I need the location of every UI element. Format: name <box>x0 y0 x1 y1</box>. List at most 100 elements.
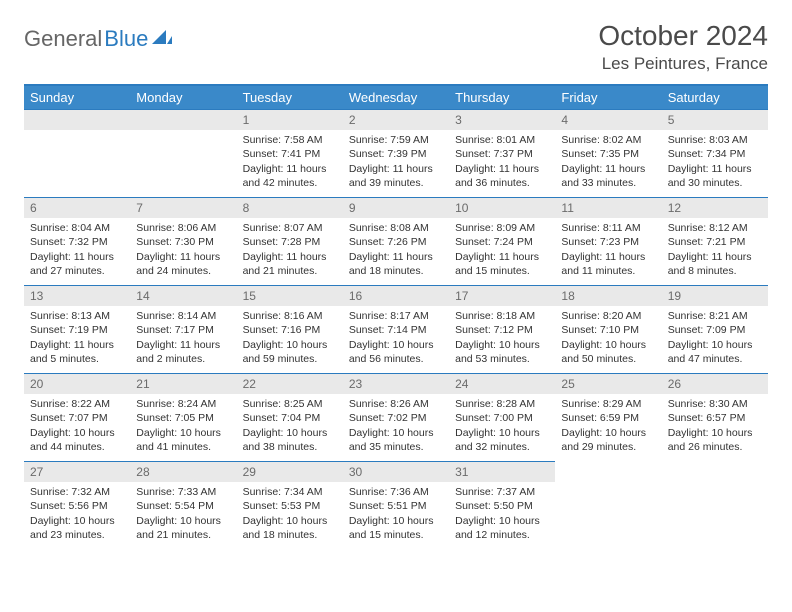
daylight-line: Daylight: 11 hours and 33 minutes. <box>561 162 655 190</box>
day-details: Sunrise: 7:59 AMSunset: 7:39 PMDaylight:… <box>343 130 449 196</box>
day-number: 13 <box>24 285 130 306</box>
sunrise-line: Sunrise: 8:09 AM <box>455 221 549 235</box>
calendar-cell: 20Sunrise: 8:22 AMSunset: 7:07 PMDayligh… <box>24 373 130 461</box>
day-number: 25 <box>555 373 661 394</box>
sunrise-line: Sunrise: 8:12 AM <box>668 221 762 235</box>
day-details: Sunrise: 7:33 AMSunset: 5:54 PMDaylight:… <box>130 482 236 548</box>
day-number: 9 <box>343 197 449 218</box>
sunrise-line: Sunrise: 8:17 AM <box>349 309 443 323</box>
daylight-line: Daylight: 11 hours and 36 minutes. <box>455 162 549 190</box>
day-details: Sunrise: 8:14 AMSunset: 7:17 PMDaylight:… <box>130 306 236 372</box>
sunrise-line: Sunrise: 8:16 AM <box>243 309 337 323</box>
day-details: Sunrise: 8:21 AMSunset: 7:09 PMDaylight:… <box>662 306 768 372</box>
calendar-cell <box>130 109 236 197</box>
day-details: Sunrise: 8:02 AMSunset: 7:35 PMDaylight:… <box>555 130 661 196</box>
calendar-week-row: 27Sunrise: 7:32 AMSunset: 5:56 PMDayligh… <box>24 461 768 549</box>
calendar-cell: 8Sunrise: 8:07 AMSunset: 7:28 PMDaylight… <box>237 197 343 285</box>
sunrise-line: Sunrise: 8:03 AM <box>668 133 762 147</box>
calendar-cell: 5Sunrise: 8:03 AMSunset: 7:34 PMDaylight… <box>662 109 768 197</box>
weekday-header: Monday <box>130 85 236 109</box>
daylight-line: Daylight: 11 hours and 30 minutes. <box>668 162 762 190</box>
calendar-cell: 13Sunrise: 8:13 AMSunset: 7:19 PMDayligh… <box>24 285 130 373</box>
day-number: 7 <box>130 197 236 218</box>
day-number: 22 <box>237 373 343 394</box>
day-details: Sunrise: 8:07 AMSunset: 7:28 PMDaylight:… <box>237 218 343 284</box>
daylight-line: Daylight: 10 hours and 32 minutes. <box>455 426 549 454</box>
calendar-cell: 18Sunrise: 8:20 AMSunset: 7:10 PMDayligh… <box>555 285 661 373</box>
sunrise-line: Sunrise: 8:08 AM <box>349 221 443 235</box>
daylight-line: Daylight: 10 hours and 44 minutes. <box>30 426 124 454</box>
sunset-line: Sunset: 5:56 PM <box>30 499 124 513</box>
day-number: 1 <box>237 109 343 130</box>
day-details: Sunrise: 8:30 AMSunset: 6:57 PMDaylight:… <box>662 394 768 460</box>
sunrise-line: Sunrise: 8:22 AM <box>30 397 124 411</box>
weekday-header: Wednesday <box>343 85 449 109</box>
daylight-line: Daylight: 11 hours and 39 minutes. <box>349 162 443 190</box>
calendar-cell: 26Sunrise: 8:30 AMSunset: 6:57 PMDayligh… <box>662 373 768 461</box>
daylight-line: Daylight: 11 hours and 2 minutes. <box>136 338 230 366</box>
day-details: Sunrise: 8:26 AMSunset: 7:02 PMDaylight:… <box>343 394 449 460</box>
daylight-line: Daylight: 10 hours and 12 minutes. <box>455 514 549 542</box>
sunrise-line: Sunrise: 7:58 AM <box>243 133 337 147</box>
daylight-line: Daylight: 11 hours and 24 minutes. <box>136 250 230 278</box>
sunset-line: Sunset: 7:05 PM <box>136 411 230 425</box>
sunrise-line: Sunrise: 8:29 AM <box>561 397 655 411</box>
sunset-line: Sunset: 7:23 PM <box>561 235 655 249</box>
day-number: 11 <box>555 197 661 218</box>
sunrise-line: Sunrise: 8:13 AM <box>30 309 124 323</box>
daylight-line: Daylight: 10 hours and 18 minutes. <box>243 514 337 542</box>
daylight-line: Daylight: 11 hours and 42 minutes. <box>243 162 337 190</box>
calendar-cell: 21Sunrise: 8:24 AMSunset: 7:05 PMDayligh… <box>130 373 236 461</box>
sunrise-line: Sunrise: 7:33 AM <box>136 485 230 499</box>
logo-word-blue: Blue <box>104 26 148 52</box>
day-number: 12 <box>662 197 768 218</box>
calendar-cell: 9Sunrise: 8:08 AMSunset: 7:26 PMDaylight… <box>343 197 449 285</box>
daylight-line: Daylight: 11 hours and 8 minutes. <box>668 250 762 278</box>
calendar-cell: 17Sunrise: 8:18 AMSunset: 7:12 PMDayligh… <box>449 285 555 373</box>
location-label: Les Peintures, France <box>598 54 768 74</box>
day-details: Sunrise: 8:06 AMSunset: 7:30 PMDaylight:… <box>130 218 236 284</box>
daylight-line: Daylight: 11 hours and 5 minutes. <box>30 338 124 366</box>
day-number: 26 <box>662 373 768 394</box>
daylight-line: Daylight: 10 hours and 15 minutes. <box>349 514 443 542</box>
calendar-cell: 6Sunrise: 8:04 AMSunset: 7:32 PMDaylight… <box>24 197 130 285</box>
sunrise-line: Sunrise: 7:37 AM <box>455 485 549 499</box>
daylight-line: Daylight: 11 hours and 27 minutes. <box>30 250 124 278</box>
day-number: 23 <box>343 373 449 394</box>
sunrise-line: Sunrise: 8:26 AM <box>349 397 443 411</box>
day-number: 15 <box>237 285 343 306</box>
daylight-line: Daylight: 10 hours and 38 minutes. <box>243 426 337 454</box>
sunset-line: Sunset: 7:35 PM <box>561 147 655 161</box>
day-details: Sunrise: 8:01 AMSunset: 7:37 PMDaylight:… <box>449 130 555 196</box>
day-details: Sunrise: 8:28 AMSunset: 7:00 PMDaylight:… <box>449 394 555 460</box>
calendar-cell: 10Sunrise: 8:09 AMSunset: 7:24 PMDayligh… <box>449 197 555 285</box>
calendar-cell <box>555 461 661 549</box>
day-number: 2 <box>343 109 449 130</box>
sunrise-line: Sunrise: 7:32 AM <box>30 485 124 499</box>
sunrise-line: Sunrise: 8:20 AM <box>561 309 655 323</box>
day-number: 30 <box>343 461 449 482</box>
sunrise-line: Sunrise: 8:24 AM <box>136 397 230 411</box>
calendar-cell: 25Sunrise: 8:29 AMSunset: 6:59 PMDayligh… <box>555 373 661 461</box>
weekday-header: Sunday <box>24 85 130 109</box>
calendar-cell: 2Sunrise: 7:59 AMSunset: 7:39 PMDaylight… <box>343 109 449 197</box>
daylight-line: Daylight: 10 hours and 50 minutes. <box>561 338 655 366</box>
daylight-line: Daylight: 11 hours and 21 minutes. <box>243 250 337 278</box>
daylight-line: Daylight: 11 hours and 18 minutes. <box>349 250 443 278</box>
sunset-line: Sunset: 7:10 PM <box>561 323 655 337</box>
day-details: Sunrise: 7:37 AMSunset: 5:50 PMDaylight:… <box>449 482 555 548</box>
daylight-line: Daylight: 10 hours and 26 minutes. <box>668 426 762 454</box>
calendar-cell: 22Sunrise: 8:25 AMSunset: 7:04 PMDayligh… <box>237 373 343 461</box>
calendar-cell: 15Sunrise: 8:16 AMSunset: 7:16 PMDayligh… <box>237 285 343 373</box>
day-number: 28 <box>130 461 236 482</box>
sunset-line: Sunset: 5:53 PM <box>243 499 337 513</box>
daylight-line: Daylight: 10 hours and 53 minutes. <box>455 338 549 366</box>
day-details: Sunrise: 7:32 AMSunset: 5:56 PMDaylight:… <box>24 482 130 548</box>
sunset-line: Sunset: 7:24 PM <box>455 235 549 249</box>
weekday-header: Saturday <box>662 85 768 109</box>
sunrise-line: Sunrise: 8:01 AM <box>455 133 549 147</box>
sunset-line: Sunset: 7:39 PM <box>349 147 443 161</box>
sunrise-line: Sunrise: 8:04 AM <box>30 221 124 235</box>
day-number: 5 <box>662 109 768 130</box>
calendar-cell: 12Sunrise: 8:12 AMSunset: 7:21 PMDayligh… <box>662 197 768 285</box>
